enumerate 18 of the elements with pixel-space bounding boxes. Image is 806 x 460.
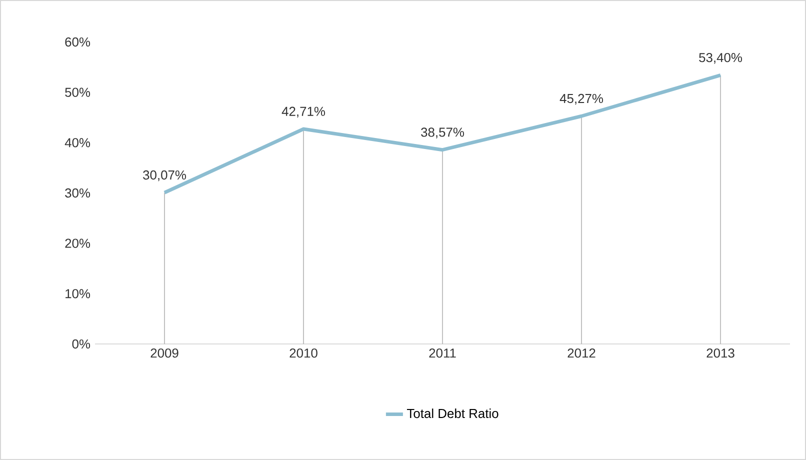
y-tick-label: 60%	[65, 37, 90, 47]
x-tick-label: 2012	[568, 348, 596, 358]
y-tick-label: 0%	[72, 339, 90, 349]
x-tick-label: 2013	[706, 348, 734, 358]
data-label: 53,40%	[699, 52, 742, 64]
data-label: 45,27%	[560, 94, 604, 105]
legend-label: Total Debt Ratio	[406, 408, 498, 418]
y-tick-label: 10%	[66, 289, 90, 298]
x-tick-label: 2011	[429, 348, 456, 358]
y-tick-label: 40%	[64, 138, 90, 148]
data-label: 42,71%	[282, 106, 326, 118]
y-tick-label: 30%	[65, 188, 90, 198]
y-tick-label: 50%	[65, 88, 90, 97]
x-tick-label: 2009	[150, 348, 178, 358]
y-tick-label: 20%	[65, 238, 90, 248]
x-tick-label: 2010	[290, 348, 318, 358]
data-label: 38,57%	[421, 128, 464, 138]
data-label: 30,07%	[143, 170, 186, 182]
